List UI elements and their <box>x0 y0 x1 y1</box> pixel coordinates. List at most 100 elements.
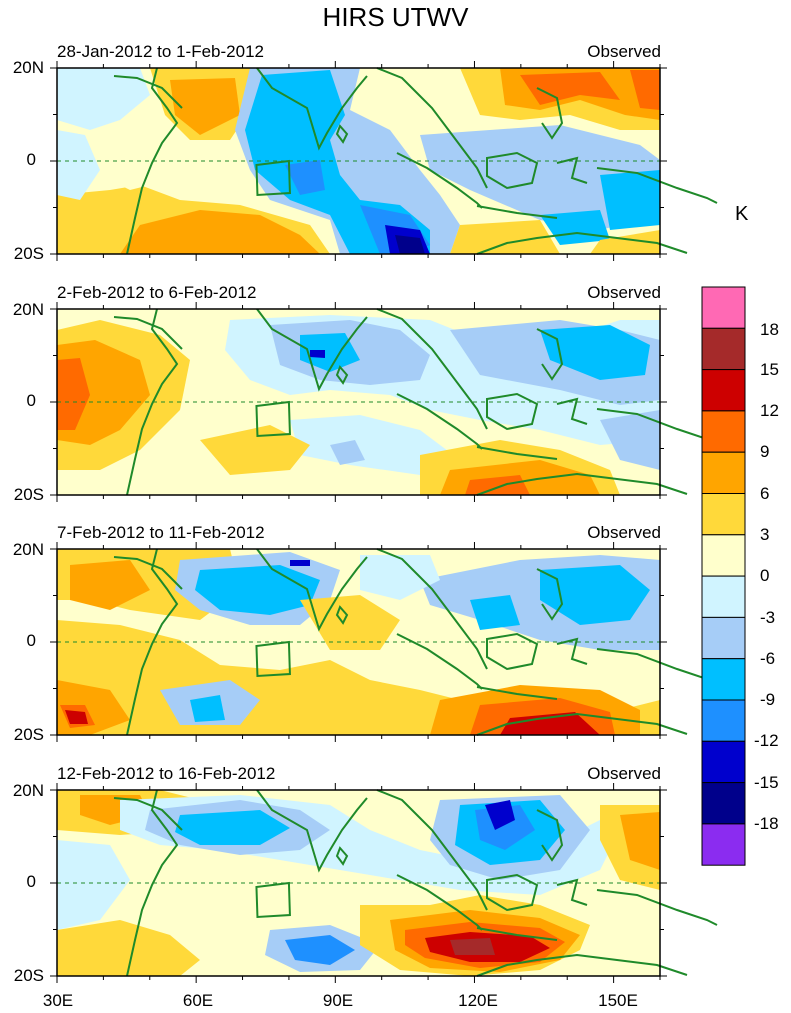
colorbar-label: 0 <box>760 566 770 585</box>
coastline <box>335 605 349 625</box>
colorbar-label: 3 <box>760 525 770 544</box>
coastline <box>126 308 179 496</box>
colorbar-swatch <box>701 493 746 536</box>
panel-1-overlay <box>50 61 718 261</box>
coastline <box>536 568 564 621</box>
coastline <box>476 712 688 736</box>
lat-label-0: 0 <box>26 872 36 891</box>
coastline <box>376 548 488 670</box>
target-box <box>255 159 291 197</box>
colorbar-swatch <box>701 782 746 825</box>
coastline <box>476 446 558 460</box>
colorbar-label: 6 <box>760 484 770 503</box>
colorbar-swatch <box>701 369 746 412</box>
coastline <box>113 556 183 590</box>
colorbar-label: 18 <box>760 320 779 339</box>
panel-4-status: Observed <box>587 764 661 783</box>
coastline <box>376 67 488 189</box>
coastline <box>596 167 718 204</box>
coastline <box>335 846 349 866</box>
target-box <box>255 400 291 438</box>
colorbar <box>701 286 746 866</box>
coastline <box>376 308 488 430</box>
lat-label-0: 0 <box>26 391 36 410</box>
lat-label-0: 0 <box>26 631 36 650</box>
coastline <box>486 151 539 190</box>
coastline <box>256 308 368 392</box>
coastline <box>486 392 539 431</box>
panel-3-status: Observed <box>587 523 661 542</box>
colorbar-swatch <box>701 699 746 742</box>
coastline <box>556 156 588 184</box>
coastline <box>113 316 183 350</box>
target-box <box>255 640 291 678</box>
colorbar-label: -18 <box>754 814 779 833</box>
lat-label-20s: 20S <box>13 966 44 985</box>
coastline <box>596 889 718 926</box>
coastline <box>476 472 688 496</box>
colorbar-swatch <box>701 740 746 784</box>
colorbar-label: -12 <box>754 731 779 750</box>
panel-3-date-range: 7-Feb-2012 to 11-Feb-2012 <box>57 523 265 542</box>
coastline <box>396 874 483 931</box>
colorbar-swatch <box>701 327 746 371</box>
chart-title: HIRS UTWV <box>322 2 469 32</box>
colorbar-swatch <box>701 410 746 453</box>
lon-label-120e: 120E <box>458 991 498 1010</box>
coastline <box>126 789 179 977</box>
colorbar-swatch <box>701 823 746 866</box>
coastline <box>396 633 483 690</box>
panel-1-status: Observed <box>587 42 661 61</box>
colorbar-swatch <box>701 616 746 660</box>
coastline <box>536 328 564 381</box>
lat-label-0: 0 <box>26 150 36 169</box>
panel-4-map <box>57 790 660 976</box>
coastline <box>126 548 179 736</box>
colorbar-swatch <box>701 658 746 701</box>
coastline <box>335 124 349 144</box>
panel-2-map <box>57 309 660 495</box>
coastline <box>476 953 688 977</box>
coastline <box>256 548 368 632</box>
colorbar-label: -3 <box>760 608 776 627</box>
coastline <box>476 927 558 941</box>
lat-label-20s: 20S <box>13 244 44 263</box>
coastline <box>536 87 564 140</box>
coastline <box>256 789 368 873</box>
colorbar-swatch <box>701 534 746 577</box>
colorbar-label: -15 <box>754 773 779 792</box>
lon-label-30e: 30E <box>42 991 74 1010</box>
panel-3-map <box>57 549 660 735</box>
coastline <box>256 67 368 151</box>
coastline <box>556 397 588 425</box>
coastline <box>476 686 558 700</box>
colorbar-swatch <box>701 451 746 495</box>
colorbar-label: 12 <box>760 401 779 420</box>
colorbar-label: 9 <box>760 442 770 461</box>
panel-2-overlay <box>50 302 718 502</box>
panel-2-date-range: 2-Feb-2012 to 6-Feb-2012 <box>57 283 257 302</box>
lon-label-90e: 90E <box>322 991 354 1010</box>
colorbar-swatch <box>701 286 746 329</box>
target-box <box>255 881 291 919</box>
colorbar-swatch <box>701 575 746 618</box>
coastline <box>476 231 688 255</box>
coastline <box>476 205 558 219</box>
coastline <box>113 797 183 831</box>
colorbar-label: -9 <box>760 690 776 709</box>
lat-label-20n: 20N <box>12 540 44 559</box>
coastline <box>556 878 588 906</box>
coastline <box>335 365 349 385</box>
panel-4-date-range: 12-Feb-2012 to 16-Feb-2012 <box>57 764 276 783</box>
colorbar-label: 15 <box>760 360 779 379</box>
coastline <box>376 789 488 911</box>
colorbar-label: -6 <box>760 649 776 668</box>
lon-label-60e: 60E <box>182 991 214 1010</box>
lat-label-20s: 20S <box>13 725 44 744</box>
coastline <box>486 873 539 912</box>
coastline <box>556 637 588 665</box>
lat-label-20n: 20N <box>12 300 44 319</box>
panel-1-date-range: 28-Jan-2012 to 1-Feb-2012 <box>57 42 264 61</box>
colorbar-unit-label: K <box>735 203 749 225</box>
